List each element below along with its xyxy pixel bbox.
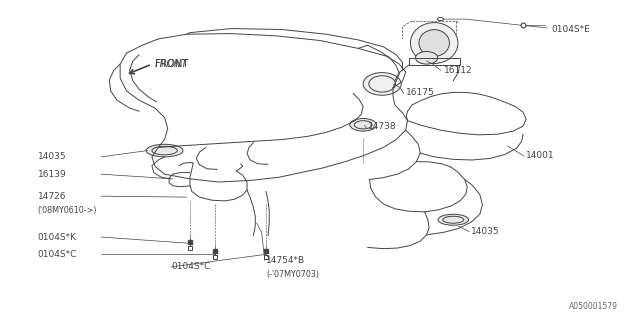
Text: FRONT: FRONT xyxy=(155,59,188,69)
Text: 14001: 14001 xyxy=(526,151,555,160)
Text: ('08MY0610->): ('08MY0610->) xyxy=(38,206,97,215)
Text: A050001579: A050001579 xyxy=(569,302,618,311)
Text: 0104S*K: 0104S*K xyxy=(38,233,77,242)
Text: 14035: 14035 xyxy=(471,227,500,236)
Text: 0104S*C: 0104S*C xyxy=(38,250,77,259)
Ellipse shape xyxy=(350,118,376,131)
Text: 0104S*E: 0104S*E xyxy=(552,25,590,34)
Text: 0104S*C: 0104S*C xyxy=(171,262,211,271)
Ellipse shape xyxy=(410,23,458,63)
Text: 14738: 14738 xyxy=(367,123,396,132)
Text: 16112: 16112 xyxy=(444,66,472,75)
Text: (-'07MY0703): (-'07MY0703) xyxy=(266,270,319,279)
Ellipse shape xyxy=(146,144,183,157)
Text: 16139: 16139 xyxy=(38,170,67,179)
Text: 16175: 16175 xyxy=(406,88,435,97)
Ellipse shape xyxy=(415,52,438,64)
Text: 14726: 14726 xyxy=(38,192,66,201)
Ellipse shape xyxy=(419,30,449,56)
Text: 14754*B: 14754*B xyxy=(266,256,305,265)
Ellipse shape xyxy=(438,214,468,225)
Text: FRONT: FRONT xyxy=(155,59,188,69)
Text: 14035: 14035 xyxy=(38,152,67,161)
Ellipse shape xyxy=(363,73,401,95)
